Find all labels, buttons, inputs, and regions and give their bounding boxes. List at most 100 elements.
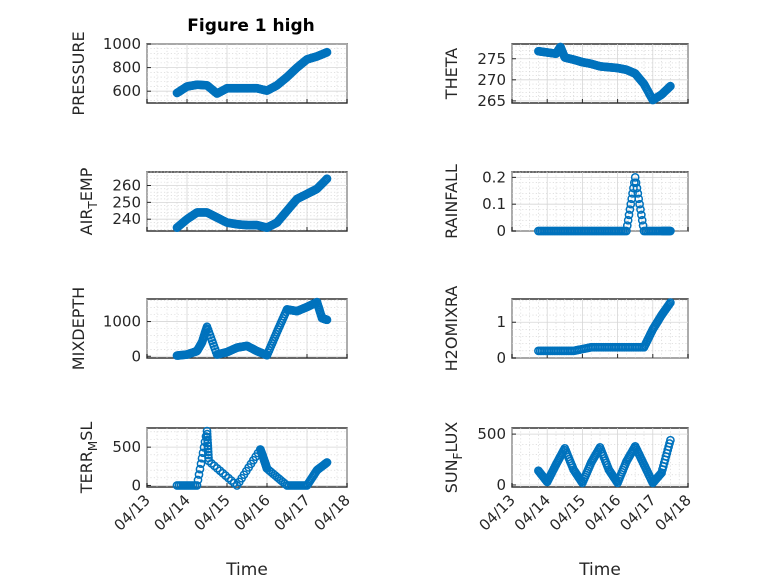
y-tick-label: 275 [477, 50, 506, 68]
data-point [637, 210, 646, 220]
data-point [656, 469, 666, 479]
data-point [203, 444, 213, 454]
y-axis-label: PRESSURE [69, 31, 88, 115]
data-point [202, 432, 212, 442]
data-point [203, 441, 213, 451]
y-tick-label: 500 [112, 438, 141, 456]
data-point [624, 210, 634, 220]
figure-title: Figure 1 high [187, 16, 315, 36]
y-tick-label: 240 [112, 210, 141, 228]
y-tick-label: 0.1 [482, 195, 506, 213]
x-axis-label: Time [225, 560, 268, 580]
y-tick-label: 0 [496, 476, 506, 494]
data-point [622, 221, 632, 230]
data-point [192, 481, 202, 490]
data-point [632, 183, 642, 193]
data-point [202, 426, 212, 436]
panel-h2omixra: 0 1 H2OMIXRA [442, 286, 689, 372]
x-tick-label: 04/14 [511, 491, 554, 534]
data-point [666, 81, 675, 91]
x-tick-label: 04/17 [271, 491, 314, 534]
y-tick-label: 260 [112, 176, 141, 194]
data-point [633, 189, 643, 198]
y-tick-label: 500 [477, 425, 506, 443]
data-point [664, 83, 673, 93]
y-axis-label: THETA [442, 48, 461, 100]
panel-mixdepth: 0 1000 MIXDEPTH [69, 287, 348, 370]
y-tick-label: 250 [112, 193, 141, 211]
y-tick-label: 0 [131, 347, 141, 365]
y-tick-label: 0 [496, 349, 506, 367]
x-tick-label: 04/13 [476, 491, 519, 534]
data-point [637, 215, 647, 225]
x-tick-label: 04/15 [546, 491, 589, 534]
data-point [631, 178, 641, 188]
y-tick-label: 270 [477, 71, 506, 89]
y-axis-label: SUNFLUX [442, 422, 465, 494]
panel-theta: 265 270 275 THETA [442, 42, 689, 110]
y-tick-label: 800 [112, 59, 141, 77]
panel-rainfall: 0 0.1 0.2 RAINFALL [442, 164, 689, 240]
y-tick-label: 265 [477, 92, 506, 110]
data-point [626, 199, 636, 209]
data-point [195, 464, 205, 474]
data-point [322, 458, 332, 467]
x-axis-label: Time [578, 560, 621, 580]
data-point [634, 194, 644, 204]
data-point [628, 189, 637, 198]
data-point [203, 438, 213, 448]
data-point [665, 82, 674, 92]
y-tick-label: 0 [496, 222, 506, 240]
data-point [320, 176, 330, 186]
y-axis-label: TERRMSL [77, 422, 100, 495]
data-point [666, 435, 675, 445]
data-point [202, 429, 212, 439]
data-point [663, 84, 673, 94]
data-point [322, 315, 332, 325]
y-axis-label: RAINFALL [442, 164, 461, 239]
data-point [321, 175, 331, 185]
data-point [194, 470, 204, 479]
panel-pressure: 600 800 1000 PRESSURE [69, 31, 348, 116]
data-point [636, 205, 645, 214]
x-tick-label: 04/16 [581, 491, 624, 534]
data-point [666, 226, 675, 236]
x-tick-label: 04/17 [616, 491, 659, 534]
data-point [203, 435, 212, 445]
y-tick-label: 1000 [103, 35, 141, 53]
data-point [322, 47, 332, 57]
y-tick-label: 0 [131, 476, 141, 494]
x-tick-label: 04/14 [151, 491, 194, 534]
x-tick-label: 04/15 [191, 491, 234, 534]
data-point [196, 459, 206, 469]
data-point [203, 447, 213, 457]
axes-background [511, 171, 689, 232]
data-point [666, 298, 675, 307]
x-tick-label: 04/16 [231, 491, 274, 534]
y-axis-label: H2OMIXRA [442, 286, 461, 372]
y-tick-label: 1 [496, 313, 506, 331]
y-tick-label: 1000 [103, 313, 141, 331]
data-point [635, 199, 644, 209]
data-point [622, 226, 631, 236]
data-point [630, 173, 640, 182]
x-tick-label: 04/18 [652, 491, 695, 534]
data-point [193, 475, 203, 485]
x-tick-label: 04/13 [111, 491, 154, 534]
x-tick-label: 04/18 [311, 491, 354, 534]
axes-background [146, 427, 348, 488]
y-axis-label: AIRTEMP [77, 167, 100, 235]
y-tick-label: 0.2 [482, 168, 506, 186]
data-point [322, 174, 332, 184]
data-point [625, 205, 635, 214]
data-point [203, 450, 213, 460]
data-point [623, 215, 633, 225]
y-tick-label: 600 [112, 82, 141, 100]
y-axis-label: MIXDEPTH [69, 287, 88, 370]
data-point [280, 479, 290, 489]
